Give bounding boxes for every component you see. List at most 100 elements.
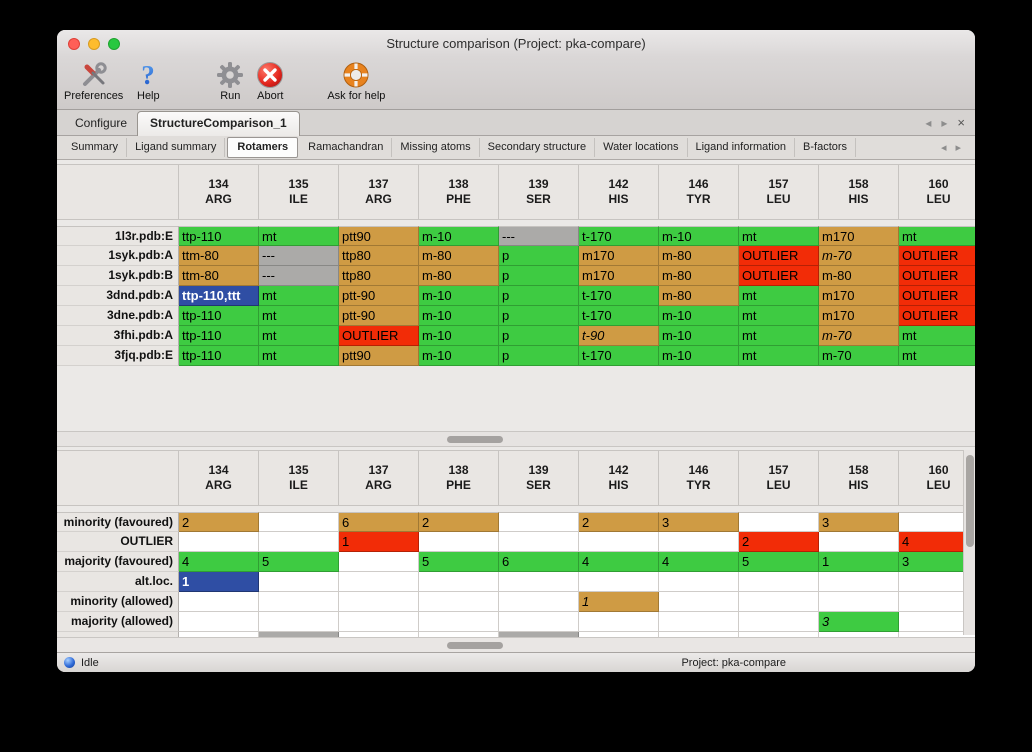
- table-cell[interactable]: mt: [739, 226, 819, 246]
- column-header-138[interactable]: 138 PHE: [419, 450, 499, 506]
- zoom-window-button[interactable]: [108, 37, 120, 50]
- table-cell[interactable]: mt: [259, 226, 339, 246]
- horizontal-scrollbar-thumb[interactable]: [447, 642, 503, 649]
- row-label[interactable]: 3fhi.pdb:A: [57, 326, 179, 346]
- row-label[interactable]: 3dne.pdb:A: [57, 306, 179, 326]
- column-header-160[interactable]: 160 LEU: [899, 450, 975, 506]
- table-cell[interactable]: mt: [899, 326, 975, 346]
- table-cell[interactable]: [739, 612, 819, 632]
- column-header-134[interactable]: 134 ARG: [179, 450, 259, 506]
- column-header-158[interactable]: 158 HIS: [819, 164, 899, 220]
- table-cell[interactable]: OUTLIER: [739, 266, 819, 286]
- table-cell[interactable]: [179, 612, 259, 632]
- table-cell[interactable]: OUTLIER: [899, 246, 975, 266]
- ask-for-help-button[interactable]: Ask for help: [327, 60, 385, 102]
- tab-configure[interactable]: Configure: [75, 116, 128, 130]
- table-cell[interactable]: t-170: [579, 286, 659, 306]
- table-cell[interactable]: 5: [739, 552, 819, 572]
- table-cell[interactable]: OUTLIER: [339, 326, 419, 346]
- row-label[interactable]: majority (allowed): [57, 612, 179, 632]
- subtab-rotamers[interactable]: Rotamers: [227, 137, 299, 158]
- table-cell[interactable]: m-80: [419, 266, 499, 286]
- row-label[interactable]: 1syk.pdb:A: [57, 246, 179, 266]
- table-cell[interactable]: ptt90: [339, 346, 419, 366]
- subtab-ligand-information[interactable]: Ligand information: [688, 138, 796, 157]
- row-label[interactable]: 1l3r.pdb:E: [57, 226, 179, 246]
- table-cell[interactable]: 1: [819, 552, 899, 572]
- column-header-134[interactable]: 134 ARG: [179, 164, 259, 220]
- table-cell[interactable]: [179, 592, 259, 612]
- table-cell[interactable]: m-10: [659, 326, 739, 346]
- pane-splitter[interactable]: [57, 431, 975, 447]
- column-header-137[interactable]: 137 ARG: [339, 164, 419, 220]
- table-cell[interactable]: ttp-110: [179, 346, 259, 366]
- table-cell[interactable]: m-80: [659, 246, 739, 266]
- table-cell[interactable]: mt: [739, 286, 819, 306]
- tab-structurecomparison-1[interactable]: StructureComparison_1: [137, 111, 300, 136]
- table-cell[interactable]: OUTLIER: [899, 266, 975, 286]
- subtab-scroll-right-icon[interactable]: ▸: [955, 142, 961, 154]
- table-cell[interactable]: [819, 592, 899, 612]
- splitter-handle[interactable]: [447, 436, 503, 443]
- help-button[interactable]: ? Help: [133, 60, 163, 102]
- titlebar[interactable]: Structure comparison (Project: pka-compa…: [57, 30, 975, 57]
- abort-button[interactable]: Abort: [255, 60, 285, 102]
- table-cell[interactable]: mt: [739, 346, 819, 366]
- row-label[interactable]: minority (allowed): [57, 592, 179, 612]
- subtab-missing-atoms[interactable]: Missing atoms: [392, 138, 480, 157]
- table-cell[interactable]: t-170: [579, 346, 659, 366]
- table-cell[interactable]: [899, 612, 975, 632]
- table-cell[interactable]: 5: [419, 552, 499, 572]
- column-header-142[interactable]: 142 HIS: [579, 164, 659, 220]
- table-cell[interactable]: m-70: [819, 326, 899, 346]
- column-header-146[interactable]: 146 TYR: [659, 450, 739, 506]
- table-cell[interactable]: m170: [579, 246, 659, 266]
- table-cell[interactable]: m-80: [819, 266, 899, 286]
- table-cell[interactable]: ---: [259, 266, 339, 286]
- table-cell[interactable]: [339, 592, 419, 612]
- subtab-b-factors[interactable]: B-factors: [795, 138, 857, 157]
- table-cell[interactable]: [339, 612, 419, 632]
- table-cell[interactable]: 4: [579, 552, 659, 572]
- table-cell[interactable]: ptt-90: [339, 286, 419, 306]
- subtab-scroll-left-icon[interactable]: ◂: [940, 142, 947, 154]
- table-cell[interactable]: [499, 572, 579, 592]
- table-cell[interactable]: ttp80: [339, 246, 419, 266]
- table-cell[interactable]: [419, 532, 499, 552]
- table-cell[interactable]: 3: [899, 552, 975, 572]
- table-cell[interactable]: mt: [899, 226, 975, 246]
- table-cell[interactable]: m170: [819, 306, 899, 326]
- table-cell[interactable]: m-10: [659, 226, 739, 246]
- table-cell[interactable]: [499, 512, 579, 532]
- table-cell[interactable]: ttp80: [339, 266, 419, 286]
- column-header-139[interactable]: 139 SER: [499, 450, 579, 506]
- preferences-button[interactable]: Preferences: [64, 60, 123, 102]
- table-cell[interactable]: mt: [739, 306, 819, 326]
- table-cell[interactable]: [259, 512, 339, 532]
- row-label[interactable]: OUTLIER: [57, 532, 179, 552]
- table-cell[interactable]: p: [499, 346, 579, 366]
- table-cell[interactable]: m-80: [419, 246, 499, 266]
- table-cell[interactable]: [819, 532, 899, 552]
- row-label[interactable]: minority (favoured): [57, 512, 179, 532]
- table-cell[interactable]: [259, 592, 339, 612]
- column-header-135[interactable]: 135 ILE: [259, 164, 339, 220]
- column-header-158[interactable]: 158 HIS: [819, 450, 899, 506]
- table-cell[interactable]: ttm-80: [179, 266, 259, 286]
- table-cell[interactable]: 2: [419, 512, 499, 532]
- table-cell[interactable]: t-170: [579, 226, 659, 246]
- table-cell[interactable]: [259, 532, 339, 552]
- table-cell[interactable]: m-70: [819, 246, 899, 266]
- table-cell[interactable]: [419, 572, 499, 592]
- table-cell[interactable]: 2: [579, 512, 659, 532]
- table-cell[interactable]: [819, 572, 899, 592]
- vertical-scrollbar[interactable]: [963, 450, 975, 635]
- table-cell[interactable]: ptt90: [339, 226, 419, 246]
- column-header-146[interactable]: 146 TYR: [659, 164, 739, 220]
- row-label[interactable]: alt.loc.: [57, 572, 179, 592]
- table-cell[interactable]: [579, 612, 659, 632]
- table-cell[interactable]: m-80: [659, 286, 739, 306]
- table-cell[interactable]: p: [499, 266, 579, 286]
- subtab-secondary-structure[interactable]: Secondary structure: [480, 138, 596, 157]
- table-cell[interactable]: m-10: [659, 306, 739, 326]
